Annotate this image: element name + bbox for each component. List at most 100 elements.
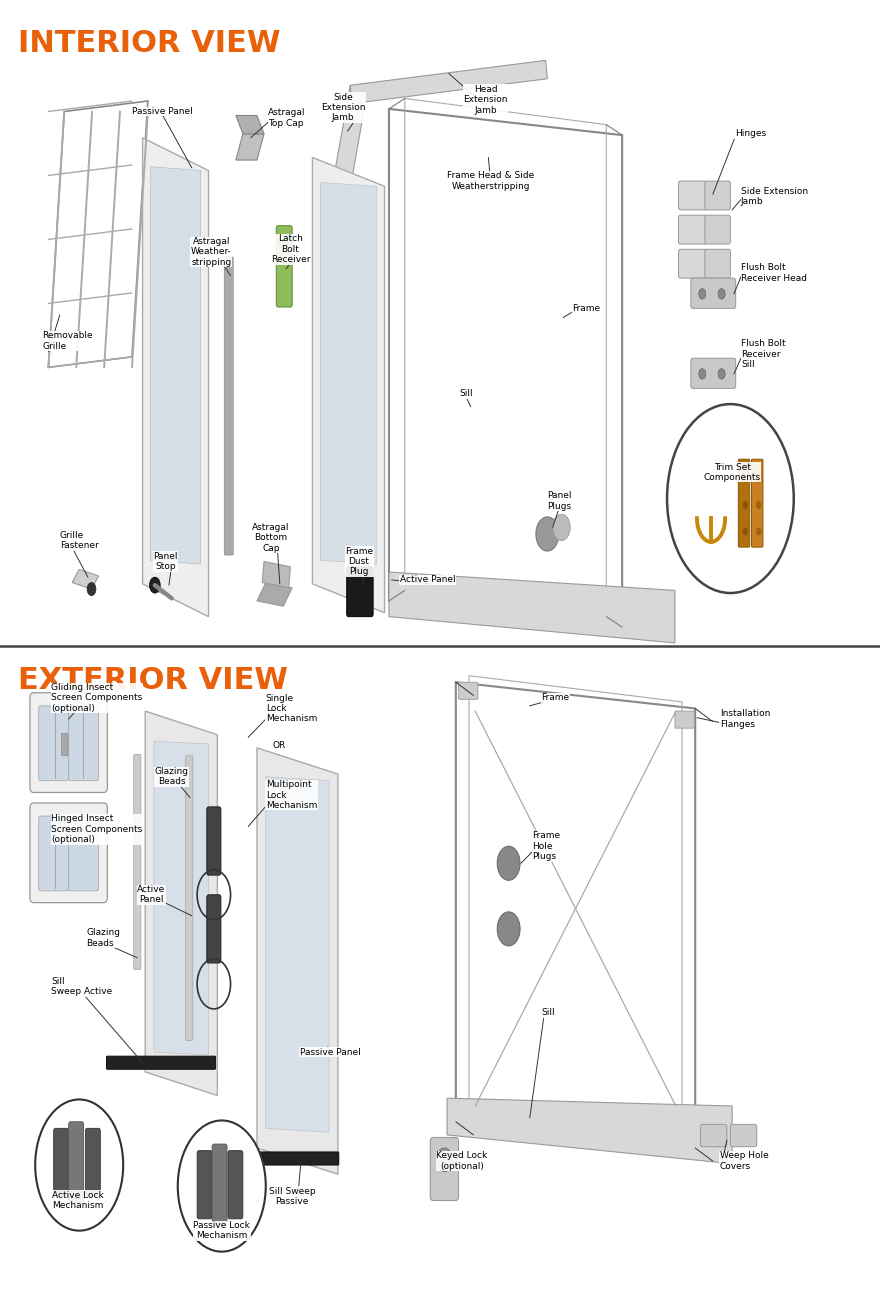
FancyBboxPatch shape: [224, 257, 233, 555]
Circle shape: [150, 577, 160, 593]
FancyBboxPatch shape: [207, 807, 221, 875]
FancyBboxPatch shape: [106, 1056, 216, 1069]
FancyBboxPatch shape: [678, 249, 707, 278]
Text: Gliding Insect
Screen Components
(optional): Gliding Insect Screen Components (option…: [51, 684, 143, 712]
FancyBboxPatch shape: [39, 816, 69, 891]
Text: Active Lock
Mechanism: Active Lock Mechanism: [52, 1191, 103, 1210]
FancyBboxPatch shape: [738, 459, 750, 547]
Polygon shape: [389, 572, 675, 643]
FancyBboxPatch shape: [347, 567, 373, 617]
Polygon shape: [333, 85, 368, 188]
Text: Sill
Sweep Active: Sill Sweep Active: [51, 977, 113, 996]
Text: Glazing
Beads: Glazing Beads: [155, 768, 188, 786]
FancyBboxPatch shape: [54, 1128, 69, 1197]
FancyBboxPatch shape: [752, 459, 763, 547]
Text: Sill Sweep
Passive: Sill Sweep Passive: [269, 1187, 315, 1206]
Circle shape: [536, 517, 559, 551]
Circle shape: [35, 1099, 123, 1231]
Polygon shape: [236, 115, 264, 134]
Circle shape: [699, 289, 706, 299]
Circle shape: [743, 527, 748, 535]
FancyBboxPatch shape: [705, 249, 730, 278]
Polygon shape: [72, 569, 99, 589]
Polygon shape: [150, 167, 201, 564]
Text: Head
Extension
Jamb: Head Extension Jamb: [464, 85, 508, 114]
FancyBboxPatch shape: [212, 1144, 227, 1225]
FancyBboxPatch shape: [197, 1151, 212, 1219]
Polygon shape: [257, 583, 292, 606]
Polygon shape: [447, 1098, 732, 1164]
FancyBboxPatch shape: [39, 706, 69, 781]
Text: Hinges: Hinges: [735, 130, 766, 138]
Circle shape: [718, 369, 725, 379]
Circle shape: [178, 1120, 266, 1252]
Text: Active Panel: Active Panel: [400, 576, 456, 584]
Text: Frame Head & Side
Weatherstripping: Frame Head & Side Weatherstripping: [447, 172, 535, 190]
Text: OR: OR: [273, 741, 286, 749]
Text: INTERIOR VIEW: INTERIOR VIEW: [18, 29, 280, 58]
Text: Panel
Plugs: Panel Plugs: [547, 492, 572, 510]
Circle shape: [497, 912, 520, 946]
Text: Hinged Insect
Screen Components
(optional): Hinged Insect Screen Components (optiona…: [51, 815, 143, 844]
Text: Astragal
Top Cap: Astragal Top Cap: [268, 109, 306, 127]
FancyBboxPatch shape: [430, 1138, 458, 1200]
Circle shape: [553, 514, 570, 541]
FancyBboxPatch shape: [700, 1124, 727, 1147]
FancyBboxPatch shape: [62, 733, 68, 756]
Text: Glazing
Beads: Glazing Beads: [86, 929, 121, 947]
Text: Frame: Frame: [572, 304, 600, 312]
Text: Frame
Hole
Plugs: Frame Hole Plugs: [532, 832, 561, 861]
Circle shape: [743, 475, 748, 483]
Circle shape: [436, 1148, 452, 1172]
Circle shape: [756, 501, 761, 509]
Text: Passive Lock
Mechanism: Passive Lock Mechanism: [194, 1221, 250, 1240]
FancyBboxPatch shape: [705, 215, 730, 244]
Circle shape: [87, 583, 96, 596]
Text: Flush Bolt
Receiver Head: Flush Bolt Receiver Head: [741, 264, 807, 282]
Circle shape: [756, 527, 761, 535]
Text: Keyed Lock
(optional): Keyed Lock (optional): [436, 1152, 488, 1170]
FancyBboxPatch shape: [276, 226, 292, 307]
Circle shape: [667, 404, 794, 593]
Polygon shape: [257, 748, 338, 1174]
Circle shape: [743, 501, 748, 509]
Text: Passive Panel: Passive Panel: [132, 108, 194, 115]
FancyBboxPatch shape: [134, 754, 141, 970]
Text: Latch
Bolt
Receiver: Latch Bolt Receiver: [271, 235, 310, 264]
Text: Flush Bolt
Receiver
Sill: Flush Bolt Receiver Sill: [741, 340, 786, 369]
FancyBboxPatch shape: [207, 895, 221, 963]
FancyBboxPatch shape: [691, 358, 736, 388]
FancyBboxPatch shape: [69, 706, 99, 781]
Text: Trim Set
Components: Trim Set Components: [704, 463, 760, 482]
Text: Grille
Fastener: Grille Fastener: [60, 531, 99, 550]
Text: Frame: Frame: [541, 694, 569, 702]
Polygon shape: [320, 182, 377, 564]
Text: Astragal
Weather-
stripping: Astragal Weather- stripping: [191, 237, 231, 266]
Text: Installation
Flanges: Installation Flanges: [720, 710, 770, 728]
FancyBboxPatch shape: [458, 682, 478, 699]
FancyBboxPatch shape: [69, 816, 99, 891]
FancyBboxPatch shape: [256, 1152, 339, 1165]
FancyBboxPatch shape: [691, 278, 736, 308]
Text: Side Extension
Jamb: Side Extension Jamb: [741, 188, 808, 206]
Text: Active
Panel: Active Panel: [137, 886, 165, 904]
FancyBboxPatch shape: [675, 711, 694, 728]
FancyBboxPatch shape: [30, 693, 107, 792]
Text: Panel
Stop: Panel Stop: [153, 552, 178, 571]
FancyBboxPatch shape: [730, 1124, 757, 1147]
FancyBboxPatch shape: [228, 1151, 243, 1219]
Circle shape: [497, 846, 520, 880]
Text: Removable
Grille: Removable Grille: [42, 332, 93, 350]
Text: Passive Panel: Passive Panel: [299, 1048, 361, 1056]
FancyBboxPatch shape: [678, 215, 707, 244]
Text: Single
Lock
Mechanism: Single Lock Mechanism: [266, 694, 317, 723]
FancyBboxPatch shape: [705, 181, 730, 210]
Polygon shape: [236, 134, 264, 160]
Circle shape: [699, 369, 706, 379]
FancyBboxPatch shape: [186, 756, 193, 1040]
FancyBboxPatch shape: [678, 181, 707, 210]
Circle shape: [718, 289, 725, 299]
Text: Side
Extension
Jamb: Side Extension Jamb: [321, 93, 365, 122]
Polygon shape: [262, 562, 290, 588]
Polygon shape: [266, 777, 329, 1132]
